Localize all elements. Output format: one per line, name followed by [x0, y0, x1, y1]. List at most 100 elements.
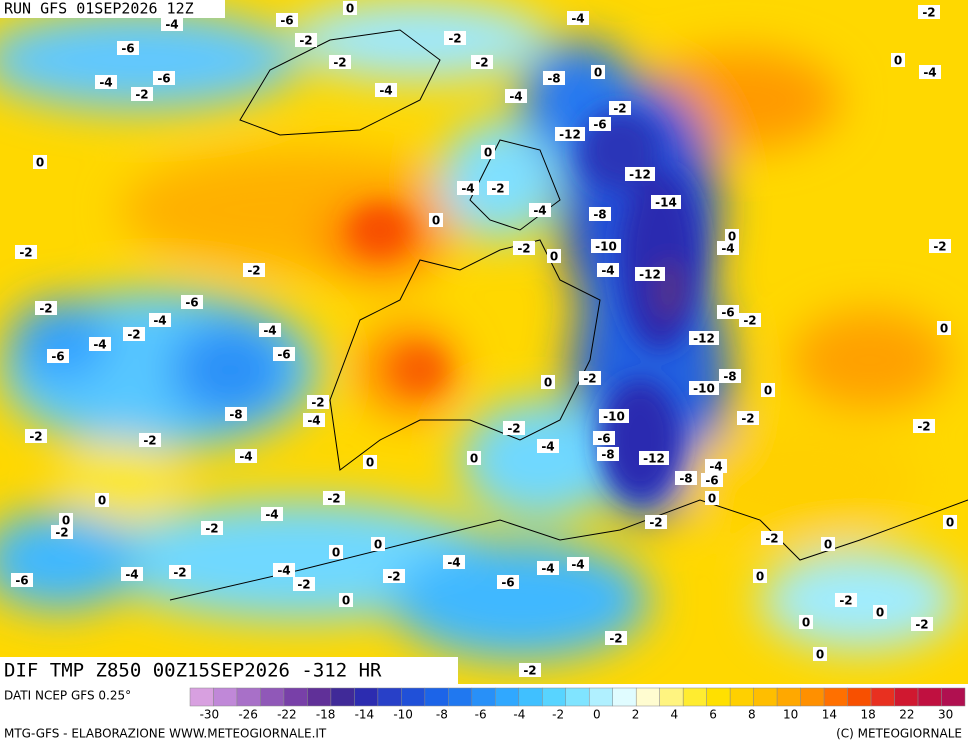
contour-label: -2	[743, 314, 756, 328]
contour-label-box	[599, 409, 629, 423]
contour-label: 0	[36, 156, 44, 170]
colorbar-tick-label: -6	[475, 708, 487, 722]
contour-label-box	[591, 239, 621, 253]
colorbar-tick-label: 6	[709, 708, 717, 722]
contour-label-box	[919, 65, 941, 79]
contour-label-box	[467, 451, 481, 465]
contour-label: -4	[165, 18, 178, 32]
contour-label: -6	[15, 574, 28, 588]
colorbar: -30 -26 -22 -18 -14 -10 -8 -6 -4 -2 0 2 4 6 8 10 14 18 22 3…	[189, 687, 966, 722]
contour-label-box	[873, 605, 887, 619]
contour-label-box	[149, 313, 171, 327]
contour-label: -2	[765, 532, 778, 546]
contour-label-box	[913, 419, 935, 433]
colorbar-tick-label: 30	[938, 708, 953, 722]
contour-label-box	[339, 593, 353, 607]
contour-label-box	[139, 433, 161, 447]
contour-label: 0	[470, 452, 478, 466]
colorbar-swatch	[542, 687, 567, 707]
contour-label-box	[181, 295, 203, 309]
contour-label-box	[593, 431, 615, 445]
contour-label-box	[689, 381, 719, 395]
contour-label-box	[273, 563, 295, 577]
contour-label-box	[444, 31, 466, 45]
contour-label-box	[537, 439, 559, 453]
contour-label: 0	[756, 570, 764, 584]
colorbar-swatch	[917, 687, 942, 707]
contour-label-box	[487, 181, 509, 195]
contour-label-box	[261, 507, 283, 521]
colorbar-tick-label: -4	[513, 708, 525, 722]
contour-label-box	[519, 663, 541, 677]
contour-label: -2	[915, 618, 928, 632]
contour-label-box	[719, 369, 741, 383]
contour-label-box	[799, 615, 813, 629]
contour-label-box	[123, 327, 145, 341]
contour-label-box	[363, 455, 377, 469]
contour-label-box	[117, 41, 139, 55]
contour-label: -6	[121, 42, 134, 56]
contour-label: -2	[922, 6, 935, 20]
contour-label-box	[639, 451, 669, 465]
contour-label: -2	[143, 434, 156, 448]
colorbar-tick-label: -22	[277, 708, 297, 722]
contour-labels: -4 -60-6-2 -2-4 -2-4 -6-2 -2-8 00-4-2 -4 -4-2-6-…	[11, 1, 957, 678]
contour-label: -2	[205, 522, 218, 536]
colorbar-swatch	[753, 687, 778, 707]
contour-label: 0	[432, 214, 440, 228]
contour-label-box	[471, 55, 493, 69]
contour-label-box	[481, 145, 495, 159]
header-box	[0, 0, 225, 18]
contour-label: 0	[728, 230, 736, 244]
contour-label: -6	[51, 350, 64, 364]
contour-label-box	[635, 267, 665, 281]
contour-label-box	[813, 647, 827, 661]
contour-label: -4	[709, 460, 722, 474]
colorbar-tick-label: -30	[200, 708, 220, 722]
contour-label: -2	[299, 34, 312, 48]
contour-label: -2	[387, 570, 400, 584]
colorbar-tick-label: 4	[671, 708, 679, 722]
colorbar-tick-label: 18	[860, 708, 875, 722]
contour-label: -6	[277, 348, 290, 362]
contour-label: 0	[816, 648, 824, 662]
contour-label: 0	[484, 146, 492, 160]
contour-label: -4	[379, 84, 392, 98]
contour-label-box	[201, 521, 223, 535]
contour-label: -6	[501, 576, 514, 590]
contour-label: -6	[597, 432, 610, 446]
contour-label-box	[705, 459, 727, 473]
contour-label: -4	[721, 242, 734, 256]
contour-label: -8	[547, 72, 560, 86]
contour-label: -2	[475, 56, 488, 70]
contour-label: -4	[509, 90, 522, 104]
contour-label-box	[543, 71, 565, 85]
contour-label-box	[701, 473, 723, 487]
contour-label-box	[15, 245, 37, 259]
coastline	[329, 239, 601, 471]
contour-label: -10	[595, 240, 617, 254]
colorbar-swatch	[706, 687, 731, 707]
contour-label: -2	[613, 102, 626, 116]
contour-label-box	[547, 249, 561, 263]
data-source: DATI NCEP GFS 0.25°	[4, 689, 131, 703]
contour-label: -8	[723, 370, 736, 384]
contour-label-box	[307, 395, 329, 409]
footer-right: (C) METEOGIORNALE	[836, 727, 962, 741]
colorbar-swatch	[612, 687, 637, 707]
colorbar-tick-label: -2	[552, 708, 564, 722]
contour-label-box	[383, 569, 405, 583]
contour-label-box	[597, 447, 619, 461]
colorbar-tick-label: -14	[355, 708, 375, 722]
contour-label-box	[555, 127, 585, 141]
contour-label-box	[35, 301, 57, 315]
colorbar-swatch	[283, 687, 308, 707]
contour-label: -4	[571, 12, 584, 26]
contour-label: -6	[593, 118, 606, 132]
contour-label-box	[675, 471, 697, 485]
contour-label-box	[33, 155, 47, 169]
colorbar-swatch	[635, 687, 660, 707]
contour-label: -4	[571, 558, 584, 572]
contour-label-box	[835, 593, 857, 607]
contour-label: -2	[297, 578, 310, 592]
